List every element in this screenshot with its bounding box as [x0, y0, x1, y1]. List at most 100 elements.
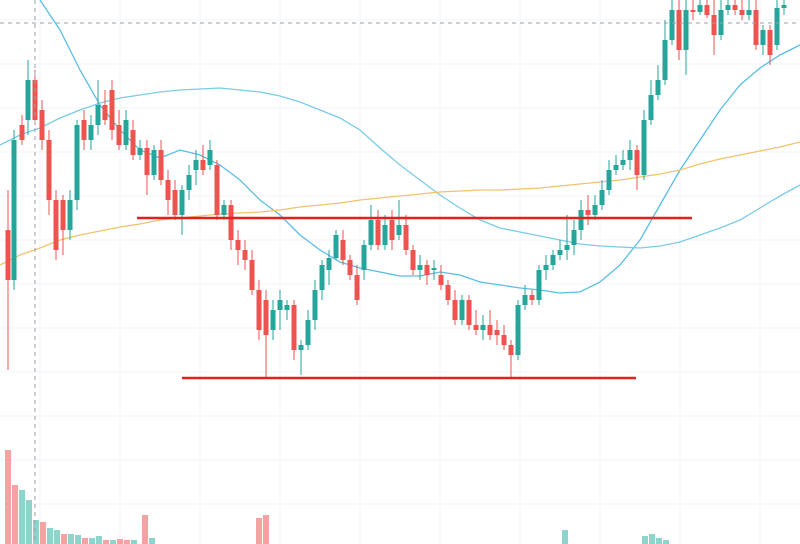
candle-body — [298, 345, 304, 350]
volume-bar — [47, 528, 53, 544]
candle-down — [767, 25, 773, 65]
candle-up — [606, 160, 612, 195]
volume-bar — [103, 540, 109, 544]
candle-up — [88, 115, 94, 150]
candle-body — [739, 10, 745, 15]
candle-body — [319, 265, 325, 290]
volume-bar — [54, 530, 60, 544]
candle-body — [11, 140, 17, 280]
candle-up — [459, 295, 465, 325]
candle-up — [179, 185, 185, 235]
candle-body — [102, 105, 108, 120]
candle-down — [5, 190, 11, 370]
candle-down — [753, 0, 759, 50]
candle-up — [312, 280, 318, 330]
candle-down — [102, 90, 108, 125]
volume-bar — [110, 540, 116, 544]
candle-body — [564, 245, 570, 250]
candle-down — [200, 145, 206, 175]
candle-body — [25, 80, 31, 120]
candle-body — [256, 290, 262, 330]
candle-down — [165, 170, 171, 215]
candle-down — [354, 265, 360, 305]
candle-down — [438, 265, 444, 290]
candle-body — [592, 205, 598, 215]
candle-body — [515, 305, 521, 355]
candle-up — [382, 215, 388, 250]
candle-up — [543, 255, 549, 280]
candle-up — [74, 120, 80, 210]
candle-down — [235, 230, 241, 265]
candle-down — [19, 115, 25, 145]
volume-bar — [26, 500, 32, 544]
volume-bar — [5, 450, 11, 544]
candle-body — [774, 8, 780, 45]
candle-body — [494, 330, 500, 335]
candle-body — [305, 320, 311, 345]
candle-up — [417, 255, 423, 280]
candle-down — [172, 180, 178, 220]
candle-body — [5, 230, 11, 280]
candle-up — [564, 215, 570, 260]
candle-body — [263, 300, 269, 335]
candle-body — [473, 325, 479, 330]
candle-body — [193, 160, 199, 170]
candle-body — [109, 90, 115, 130]
candle-up — [648, 80, 654, 125]
candle-down — [340, 230, 346, 265]
candle-up — [207, 140, 213, 170]
candle-body — [333, 235, 339, 258]
candle-down — [711, 0, 717, 55]
candle-down — [242, 240, 248, 270]
candle-up — [25, 60, 31, 135]
candle-up — [550, 250, 556, 270]
candle-body — [410, 250, 416, 270]
candle-body — [760, 30, 766, 45]
candle-down — [130, 120, 136, 160]
candle-body — [67, 200, 73, 230]
candle-down — [291, 300, 297, 360]
candle-up — [361, 240, 367, 280]
candle-body — [445, 285, 451, 300]
candle-down — [704, 0, 710, 18]
candle-up — [613, 155, 619, 175]
candle-up — [599, 180, 605, 210]
candle-up — [298, 340, 304, 375]
candle-body — [599, 190, 605, 205]
candle-body — [277, 300, 283, 310]
candle-up — [725, 0, 731, 15]
candle-up — [746, 0, 752, 20]
candles — [5, 0, 787, 378]
candle-up — [67, 190, 73, 240]
candle-up — [396, 200, 402, 240]
candle-down — [487, 310, 493, 340]
candle-up — [522, 285, 528, 310]
candle-body — [284, 305, 290, 310]
candle-body — [81, 120, 87, 140]
candle-body — [228, 205, 234, 240]
volume-bar — [131, 540, 137, 544]
candle-body — [578, 210, 584, 230]
candle-body — [151, 150, 157, 175]
candle-body — [39, 110, 45, 140]
candle-down — [144, 140, 150, 195]
support-resistance-lines[interactable] — [137, 216, 692, 380]
candle-body — [249, 260, 255, 290]
candle-up — [571, 220, 577, 255]
candle-down — [39, 100, 45, 150]
volume-bar — [562, 530, 568, 544]
candle-down — [452, 290, 458, 325]
volume-bar — [642, 536, 648, 544]
candle-down — [256, 280, 262, 340]
volume-bar — [649, 534, 655, 544]
volume-bars — [5, 450, 669, 544]
candle-body — [417, 265, 423, 270]
candle-body — [60, 200, 66, 230]
candle-up — [557, 240, 563, 260]
candle-body — [326, 258, 332, 270]
candle-body — [606, 170, 612, 190]
candle-up — [683, 0, 689, 75]
